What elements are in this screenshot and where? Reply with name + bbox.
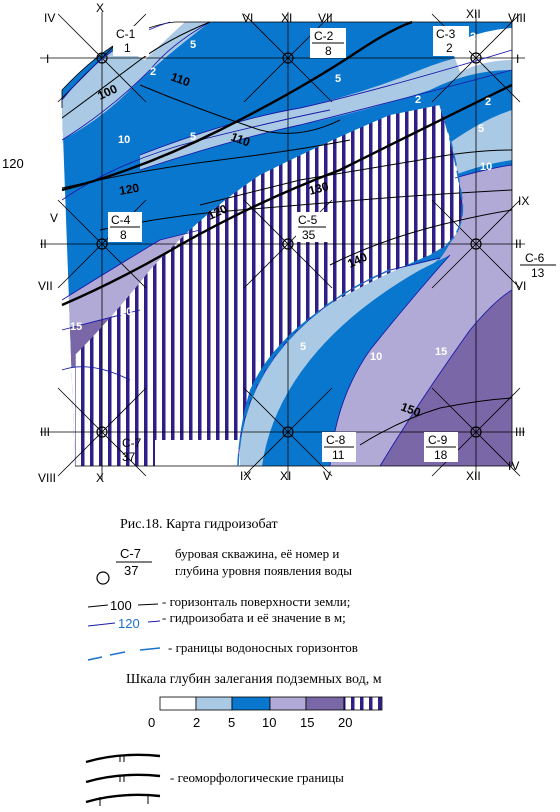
scale-tick-0: 0 <box>148 715 155 730</box>
grid-label-top-viii: VIII <box>508 11 526 25</box>
legend-well-desc-1: буровая скважина, её номер и <box>175 546 339 561</box>
grid-label-bottom-xii: XII <box>466 469 481 483</box>
legend-boundary-desc: - границы водоносных горизонтов <box>168 640 358 655</box>
grid-label-top-iv: IV <box>44 11 55 25</box>
well-id-c3: С-3 <box>436 27 456 41</box>
zone-20plus-m-center <box>75 105 463 466</box>
zone-15-20m-southeast <box>380 290 512 466</box>
well-depth-c2: 8 <box>325 44 332 58</box>
well-id-c9: С-9 <box>428 433 448 447</box>
geomorph-boundaries <box>61 20 513 307</box>
isobath-label-2-c: 2 <box>485 96 491 108</box>
zone-2-5m-strip <box>140 50 512 170</box>
isobath-label-5-e: 5 <box>300 341 306 353</box>
well-depth-c4: 8 <box>120 228 127 242</box>
legend-geomorph-desc: - геоморфологические границы <box>170 770 344 785</box>
legend-isobath-desc: - гидроизобата и её значение в м; <box>162 610 346 625</box>
grid-label-top-x: X <box>96 1 104 15</box>
well-depth-c7: 37 <box>122 450 136 464</box>
legend-well-id: С-7 <box>120 546 141 561</box>
zone-2-5m-northwest <box>62 22 210 140</box>
legend-well-depth: 37 <box>124 563 138 578</box>
well-depth-c9: 18 <box>434 448 448 462</box>
grid-label-left-ii: II <box>40 237 47 251</box>
grid-label-left-viii: VIII <box>38 471 56 485</box>
grid-label-top-vii: VII <box>318 11 333 25</box>
grid-label-right-iv: IV <box>508 459 519 473</box>
contour-label-150: 150 <box>399 400 423 420</box>
side-value-120: 120 <box>2 156 24 171</box>
grid-label-bottom-xi: XI <box>280 469 291 483</box>
contour-label-130: 130 <box>307 179 330 198</box>
well-id-c2: С-2 <box>314 29 334 43</box>
grid-label-right-i: I <box>516 52 519 66</box>
grid-label-bottom-x: X <box>96 471 104 485</box>
isobath-label-2-a: 2 <box>150 66 156 78</box>
isobath-label-10-c: 10 <box>370 351 382 363</box>
grid-label-bottom-v: V <box>323 469 331 483</box>
well-depth-c5: 35 <box>302 228 316 242</box>
grid-label-right-vi: VI <box>515 279 526 293</box>
zone-5-10m-south <box>262 255 450 466</box>
well-id-c6: С-6 <box>525 251 545 265</box>
aquifer-boundaries <box>237 104 464 467</box>
well-depth-c6: 13 <box>531 266 545 280</box>
well-depth-c1: 1 <box>124 41 131 55</box>
scale-tick-2: 2 <box>193 715 200 730</box>
scale-title: Шкала глубин залегания подземных вод, м <box>126 672 382 687</box>
grid-label-left-vii: VII <box>38 279 53 293</box>
well-id-c1: С-1 <box>116 27 136 41</box>
contour-label-120: 120 <box>118 181 140 198</box>
isobath-label-15-a: 15 <box>70 321 82 333</box>
scale-tick-5: 5 <box>228 715 235 730</box>
legend-well-desc-2: глубина уровня появления воды <box>175 563 352 578</box>
zone-0-2m-bottom <box>155 440 240 466</box>
scale-tick-10: 10 <box>262 715 276 730</box>
isobath-label-5-d: 5 <box>478 123 484 135</box>
grid-label-top-xii: XII <box>466 7 481 21</box>
legend-contour-blue-value: 120 <box>118 616 140 631</box>
grid-label-left-i: I <box>46 52 49 66</box>
grid-label-top-vi: VI <box>242 11 253 25</box>
legend-contour-black-value: 100 <box>110 598 132 613</box>
legend-well-circle <box>96 571 110 585</box>
surface-contours <box>61 21 513 446</box>
contour-label-110: 110 <box>169 70 192 90</box>
legend-geomorph-lines <box>85 753 161 806</box>
grid-label-right-ix: IX <box>518 194 529 208</box>
well-id-c5: С-5 <box>298 213 318 227</box>
isobath-label-20: 20 <box>120 306 132 318</box>
grid-label-top-xi: XI <box>281 11 292 25</box>
isobath-label-5-b: 5 <box>335 73 341 85</box>
isobath-label-5-a: 5 <box>190 39 196 51</box>
well-markers <box>96 52 482 438</box>
well-id-c7: С-7 <box>122 436 142 450</box>
figure-caption: Рис.18. Карта гидроизобат <box>120 517 278 532</box>
grid-label-left-v: V <box>50 211 58 225</box>
legend-contour-desc: - горизонталь поверхности земли; <box>162 594 350 609</box>
isobath-label-5-c: 5 <box>190 131 196 143</box>
isobath-label-10-a: 10 <box>118 134 130 146</box>
scale-tick-20: 20 <box>338 715 352 730</box>
grid-label-right-ii: II <box>515 237 522 251</box>
well-depth-c8: 11 <box>332 448 345 462</box>
isobath-label-2-b: 2 <box>415 94 421 106</box>
depth-scale-bar <box>159 696 383 711</box>
isobath-label-15-b: 15 <box>435 346 447 358</box>
isobath-label-10-b: 10 <box>480 161 492 173</box>
grid-label-bottom-ix: IX <box>240 469 251 483</box>
scale-tick-15: 15 <box>300 715 314 730</box>
well-id-c8: С-8 <box>326 433 346 447</box>
well-id-c4: С-4 <box>111 213 131 227</box>
isobath-label-2-d: 2 <box>470 31 476 43</box>
grid-label-right-iii: III <box>515 425 525 439</box>
well-depth-c3: 2 <box>446 41 453 55</box>
grid-label-left-iii: III <box>40 425 50 439</box>
contour-label-110-b: 110 <box>229 130 252 150</box>
